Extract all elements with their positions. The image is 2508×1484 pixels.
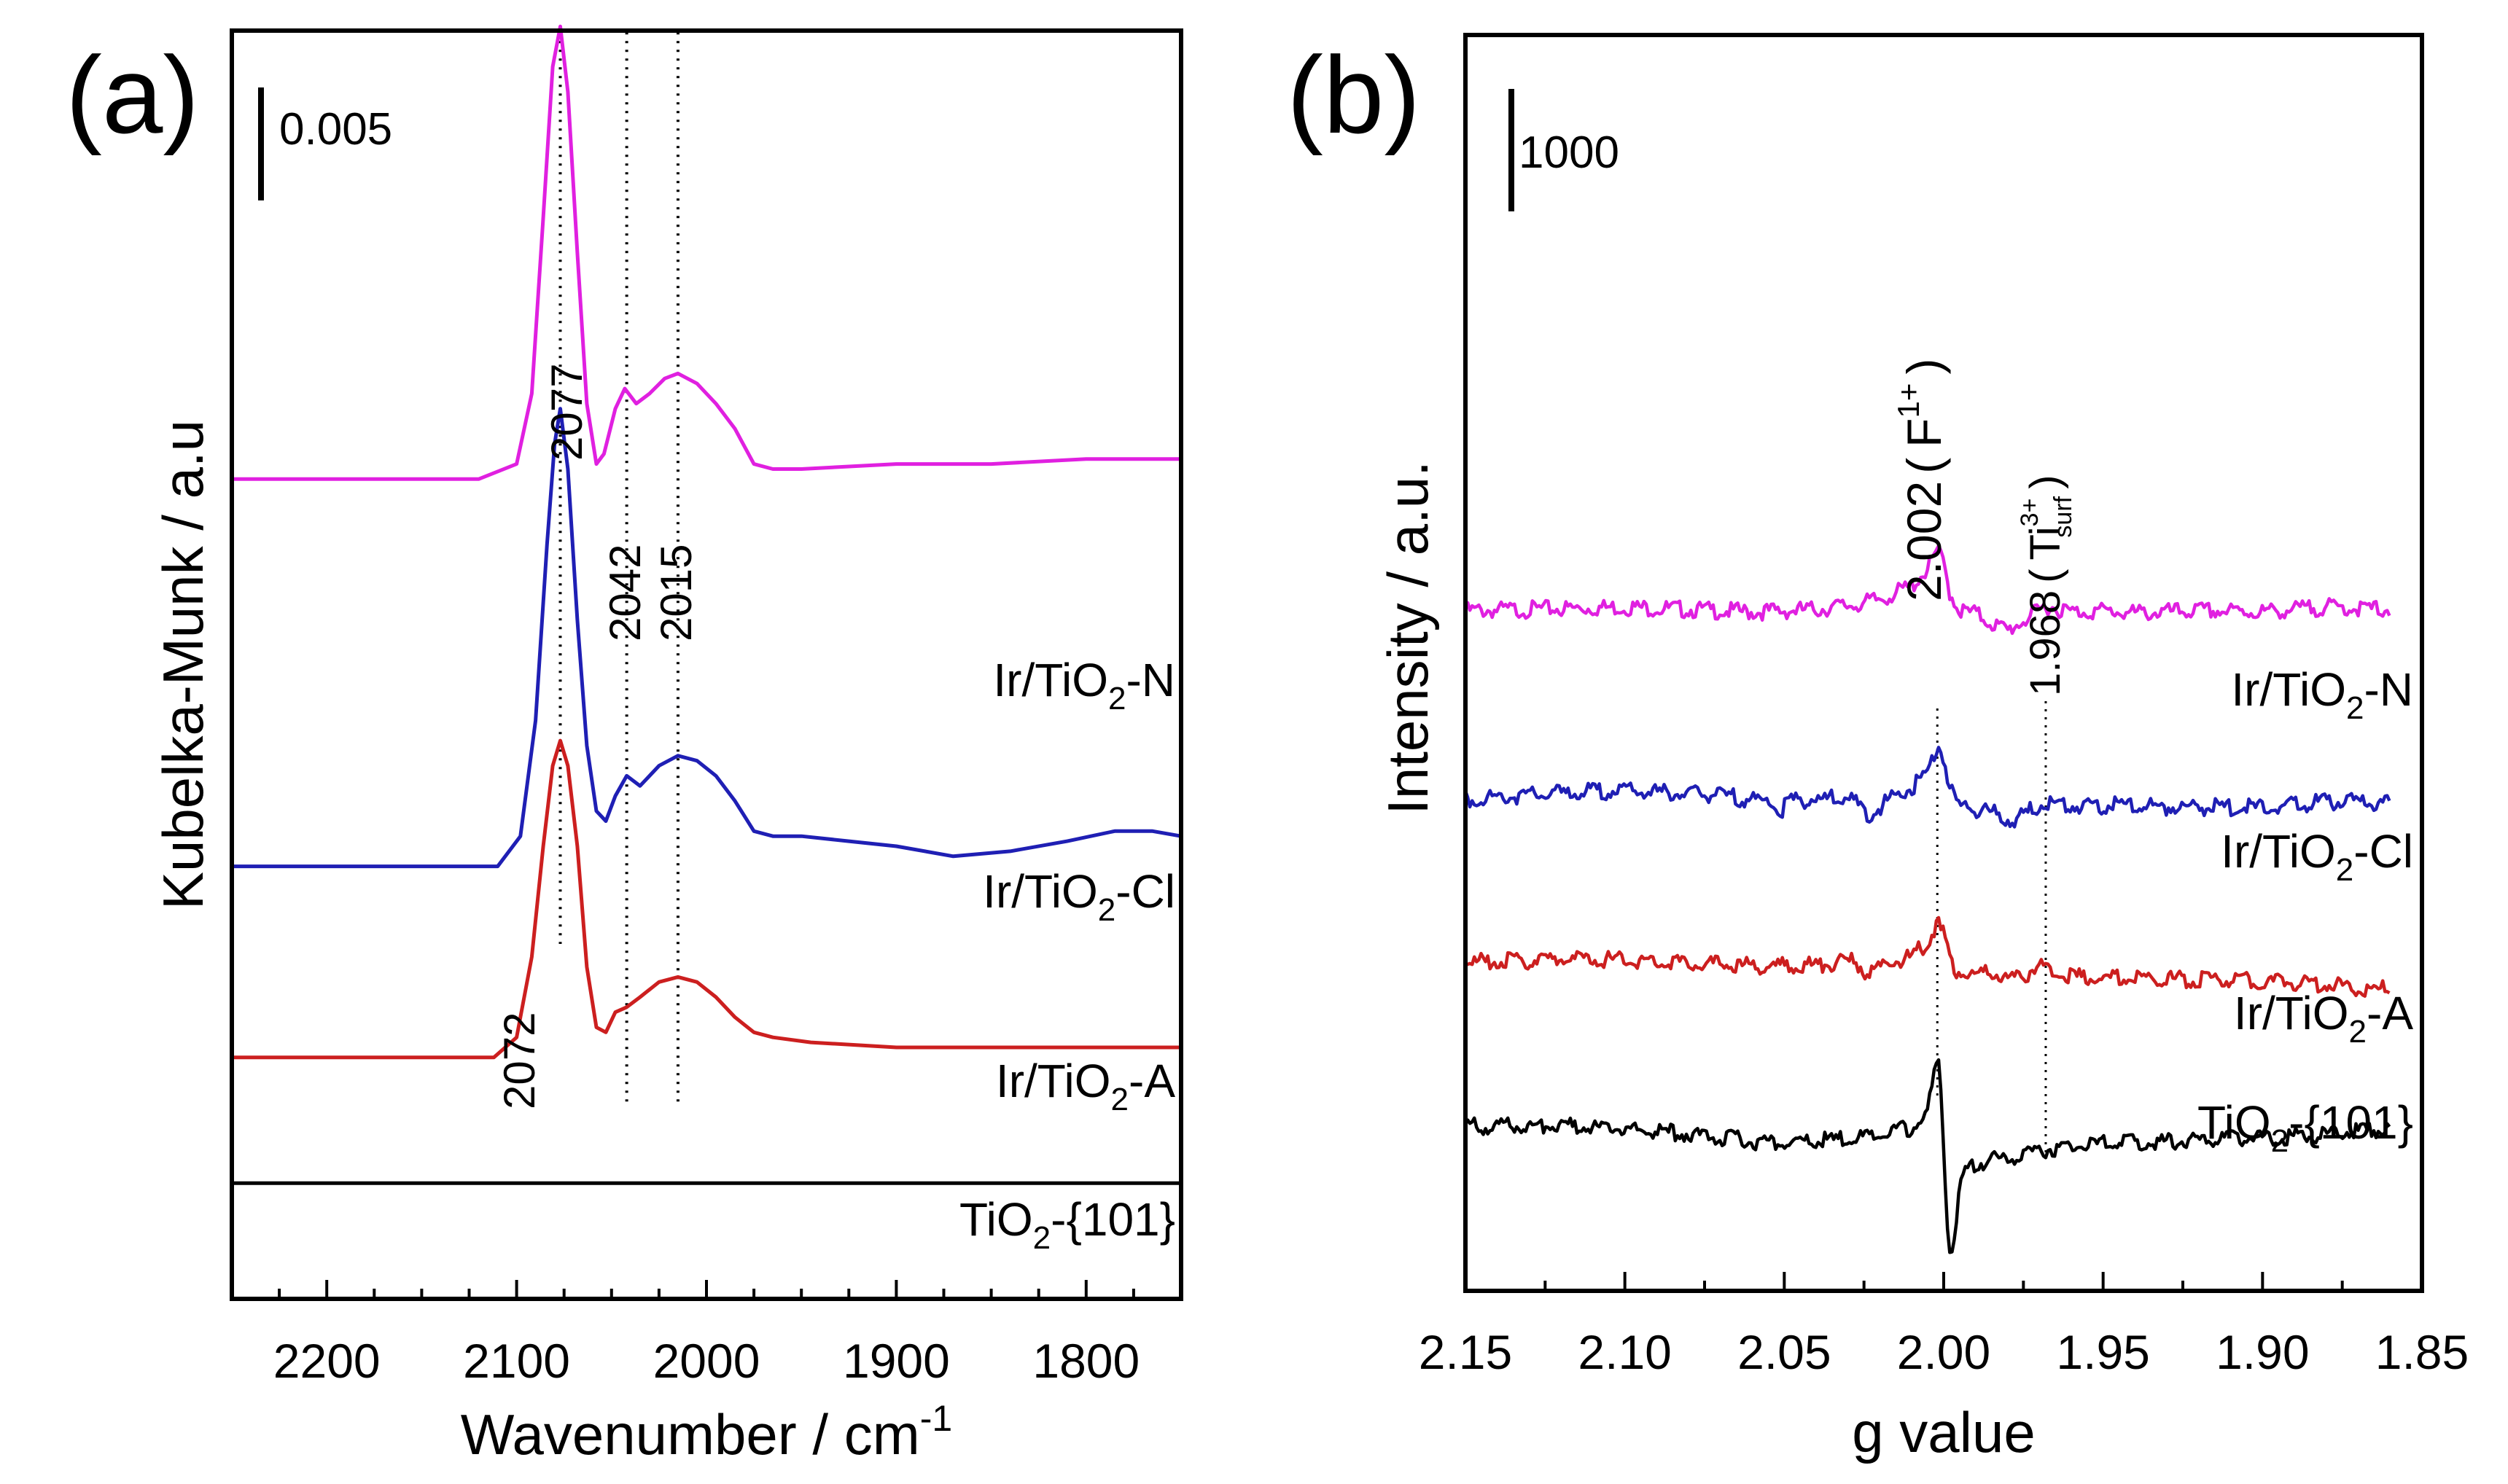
series-label-b-rest: -A (2367, 987, 2413, 1039)
series-label-a-main: Ir/TiO (996, 1055, 1111, 1107)
panel-a-scale-bar-label: 0.005 (279, 104, 392, 155)
panel-a-label: (a) (66, 34, 199, 156)
x-tick-label: 1.85 (2375, 1325, 2469, 1379)
series-label-a-main: Ir/TiO (983, 865, 1098, 918)
series-label-b-sub: 2 (2346, 690, 2364, 726)
panel-a-scale-bar: 0.005 (258, 87, 392, 200)
series-label-b-3: TiO2-{101} (2197, 1096, 2413, 1159)
series-line-b-ir-tio2-a (1465, 915, 2391, 998)
series-line-ir-tio2-a (232, 738, 1181, 1060)
annotation-ti3plus-close: ) (2022, 475, 2069, 489)
series-label-a-sub: 2 (1033, 1220, 1051, 1256)
panel-b-scale-bar-label: 1000 (1519, 128, 1619, 178)
panel-a-x-axis: 2200 2100 2000 1900 1800 (230, 1280, 1183, 1388)
series-label-a-rest: -{101} (1051, 1193, 1175, 1246)
series-label-b-main: TiO (2197, 1096, 2271, 1149)
annotation-ti3plus-sup: 3+ (2016, 499, 2044, 527)
series-label-a-main: TiO (959, 1193, 1033, 1246)
series-label-b-sub: 2 (2336, 852, 2353, 888)
series-line-b-tio2-101- (1463, 1058, 2391, 1254)
panel-a-peak-labels: 2077 2042 2015 2072 (495, 364, 701, 1109)
series-label-b-sub: 2 (2349, 1014, 2367, 1050)
peak-label-2077: 2077 (542, 364, 591, 461)
x-tick-label: 2.15 (1419, 1325, 1512, 1379)
annotation-ti3plus-sub: surf (2049, 496, 2077, 537)
panel-a-plot-area (232, 24, 1182, 1185)
series-label-a-main: Ir/TiO (993, 654, 1108, 706)
panel-b-x-axis: 2.15 2.10 2.05 2.00 1.95 1.90 1.85 (1419, 1272, 2469, 1379)
peak-label-2072: 2072 (495, 1012, 544, 1109)
series-label-a-sub: 2 (1111, 1082, 1129, 1117)
series-label-b-sub: 2 (2271, 1123, 2289, 1159)
series-label-a-rest: -Cl (1115, 865, 1175, 918)
series-label-b-rest: -N (2364, 663, 2413, 716)
series-line-ir-tio2-n (232, 24, 1181, 481)
panel-b-x-title: g value (1852, 1400, 2036, 1464)
series-label-b-main: Ir/TiO (2234, 987, 2349, 1039)
series-label-a-rest: -N (1126, 654, 1175, 706)
series-label-b-0: Ir/TiO2-N (2231, 663, 2413, 726)
annotation-ti3plus-open: ( (2022, 569, 2069, 583)
annotation-f1plus-value: 2.002 (1897, 481, 1951, 601)
peak-label-2015: 2015 (652, 544, 701, 641)
panel-b-scale-bar: 1000 (1508, 89, 1619, 211)
annotation-f1plus-open: ( (1897, 458, 1951, 474)
series-line-ir-tio2-cl (232, 407, 1182, 869)
series-label-b-main: Ir/TiO (2231, 663, 2346, 716)
x-tick-label: 2.00 (1897, 1325, 1990, 1379)
x-tick-label: 2100 (463, 1334, 570, 1388)
series-line-b-ir-tio2-n (1463, 544, 2391, 636)
annotation-f1plus-sup: 1+ (1891, 383, 1925, 418)
peak-label-2042: 2042 (601, 544, 650, 641)
series-label-a-sub: 2 (1098, 892, 1115, 928)
x-tick-label: 1900 (843, 1334, 950, 1388)
annotation-f1plus: 2.002 ( F1+) (1891, 359, 1951, 601)
annotation-ti3plus-value: 1.968 (2022, 590, 2069, 696)
panel-a-x-title: Wavenumber / cm-1 (461, 1398, 952, 1467)
panel-a-x-title-sup: -1 (920, 1398, 952, 1439)
annotation-f1plus-species: F (1897, 418, 1951, 448)
series-label-b-2: Ir/TiO2-A (2234, 987, 2413, 1050)
panel-a-y-title: Kubelka-Munk / a.u (151, 420, 215, 910)
panel-b-label: (b) (1287, 34, 1420, 156)
x-tick-label: 1800 (1032, 1334, 1140, 1388)
series-label-b-rest: -Cl (2353, 825, 2413, 878)
annotation-f1plus-close: ) (1897, 359, 1951, 375)
series-label-a-sub: 2 (1108, 681, 1126, 716)
x-tick-label: 2.10 (1578, 1325, 1671, 1379)
series-label-a-rest: -A (1129, 1055, 1175, 1107)
panel-a-x-title-text: Wavenumber / cm (461, 1402, 920, 1467)
x-tick-label: 2200 (273, 1334, 381, 1388)
x-tick-label: 1.90 (2216, 1325, 2309, 1379)
series-label-a-3: TiO2-{101} (959, 1193, 1175, 1256)
panel-b-y-title: Intensity / a.u. (1376, 461, 1440, 815)
series-label-a-1: Ir/TiO2-Cl (983, 865, 1175, 928)
series-label-b-main: Ir/TiO (2221, 825, 2336, 878)
annotation-ti3plus-species: Ti (2022, 526, 2069, 560)
series-label-b-1: Ir/TiO2-Cl (2221, 825, 2413, 888)
panel-b-annotations: 2.002 ( F1+) 1.968 ( Ti3+ surf) (1891, 359, 2077, 696)
series-label-a-0: Ir/TiO2-N (993, 654, 1175, 716)
annotation-ti3plus: 1.968 ( Ti3+ surf) (2016, 475, 2077, 696)
panel-b: (b) 2.15 2.10 2.05 2.00 1.95 1.90 1.85 1000 2.… (1287, 33, 2469, 1464)
x-tick-label: 1.95 (2056, 1325, 2149, 1379)
series-line-b-ir-tio2-cl (1463, 746, 2391, 829)
x-tick-label: 2.05 (1737, 1325, 1831, 1379)
series-label-a-2: Ir/TiO2-A (996, 1055, 1175, 1117)
series-label-b-rest: -{101} (2289, 1096, 2413, 1149)
panel-b-plot-area (1463, 544, 2391, 1254)
x-tick-label: 2000 (653, 1334, 760, 1388)
